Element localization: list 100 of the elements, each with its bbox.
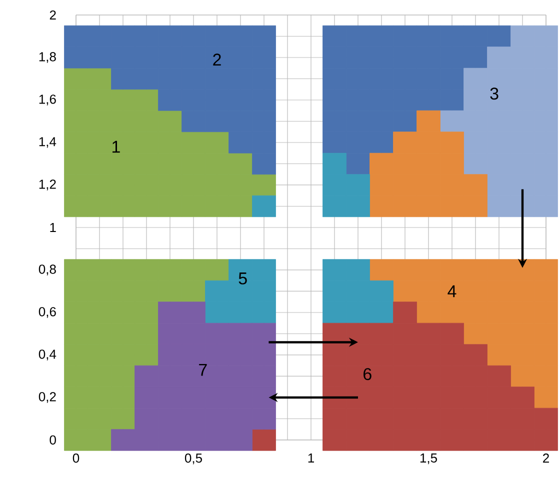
- point: [440, 152, 464, 175]
- point: [416, 110, 440, 132]
- x-tick-label: 2: [543, 454, 549, 463]
- point: [182, 302, 206, 324]
- point: [158, 365, 182, 388]
- point: [393, 259, 417, 281]
- point: [205, 302, 229, 324]
- point: [322, 302, 346, 324]
- point: [487, 195, 511, 218]
- annotation: 1: [112, 140, 120, 153]
- point: [534, 195, 558, 218]
- point: [346, 386, 370, 408]
- point: [487, 259, 511, 281]
- point: [370, 174, 394, 196]
- point: [205, 280, 229, 302]
- point: [534, 89, 558, 111]
- point: [440, 110, 464, 132]
- point: [416, 259, 440, 281]
- point: [370, 259, 394, 281]
- x-tick-label: 0,5: [184, 454, 202, 464]
- point: [464, 152, 488, 175]
- annotation: 4: [448, 285, 456, 298]
- point: [440, 195, 464, 218]
- point: [228, 429, 252, 451]
- point: [487, 429, 511, 451]
- point: [370, 322, 394, 345]
- point: [534, 110, 558, 132]
- point: [111, 429, 135, 451]
- point: [487, 322, 511, 345]
- point: [534, 174, 558, 196]
- point: [393, 132, 417, 154]
- point: [464, 195, 488, 218]
- point: [440, 259, 464, 281]
- point: [205, 322, 229, 345]
- annotation: 6: [364, 368, 372, 380]
- point: [464, 344, 488, 366]
- point: [393, 429, 417, 451]
- point: [158, 302, 182, 324]
- point: [322, 195, 346, 218]
- point: [464, 322, 488, 345]
- point: [252, 322, 276, 345]
- point: [322, 280, 346, 302]
- point: [393, 322, 417, 345]
- point: [416, 195, 440, 218]
- point: [534, 429, 558, 451]
- point: [487, 365, 511, 388]
- point: [393, 195, 417, 218]
- point: [440, 302, 464, 324]
- point: [416, 132, 440, 154]
- point: [487, 46, 511, 68]
- point: [534, 408, 558, 430]
- y-tick-label: 1,6: [39, 94, 56, 106]
- point: [322, 408, 346, 430]
- point: [487, 174, 511, 196]
- y-tick-label: 0,2: [38, 392, 56, 403]
- point: [510, 344, 534, 366]
- point: [510, 365, 534, 388]
- point: [252, 365, 276, 388]
- point: [252, 280, 276, 302]
- point: [346, 344, 370, 366]
- point: [252, 195, 276, 218]
- point: [534, 259, 558, 281]
- point: [182, 429, 206, 451]
- y-tick-label: 1,8: [39, 52, 56, 63]
- point: [228, 322, 252, 345]
- point: [487, 386, 511, 408]
- point: [322, 429, 346, 451]
- y-tick-label: 1,2: [39, 180, 56, 190]
- point: [346, 302, 370, 324]
- point: [487, 152, 511, 175]
- point: [252, 302, 276, 324]
- point: [252, 408, 276, 430]
- point: [464, 174, 488, 196]
- x-tick-label: 0: [72, 454, 80, 463]
- point: [228, 302, 252, 324]
- point: [416, 302, 440, 324]
- point: [534, 302, 558, 324]
- point: [158, 344, 182, 366]
- point: [370, 429, 394, 451]
- y-tick-label: 2: [50, 10, 56, 20]
- point: [440, 429, 464, 451]
- point: [393, 152, 417, 175]
- point: [534, 344, 558, 366]
- point: [370, 280, 394, 302]
- point: [416, 280, 440, 302]
- point: [252, 386, 276, 408]
- point: [134, 408, 158, 430]
- point: [464, 429, 488, 451]
- y-tick-label: 0: [50, 435, 56, 445]
- point: [416, 322, 440, 345]
- point: [464, 302, 488, 324]
- x-tick-label: 1: [308, 454, 314, 462]
- point: [534, 46, 558, 68]
- point: [510, 386, 534, 408]
- point: [510, 429, 534, 451]
- point: [252, 259, 276, 281]
- point: [440, 322, 464, 345]
- point: [134, 386, 158, 408]
- point: [346, 259, 370, 281]
- point: [534, 132, 558, 154]
